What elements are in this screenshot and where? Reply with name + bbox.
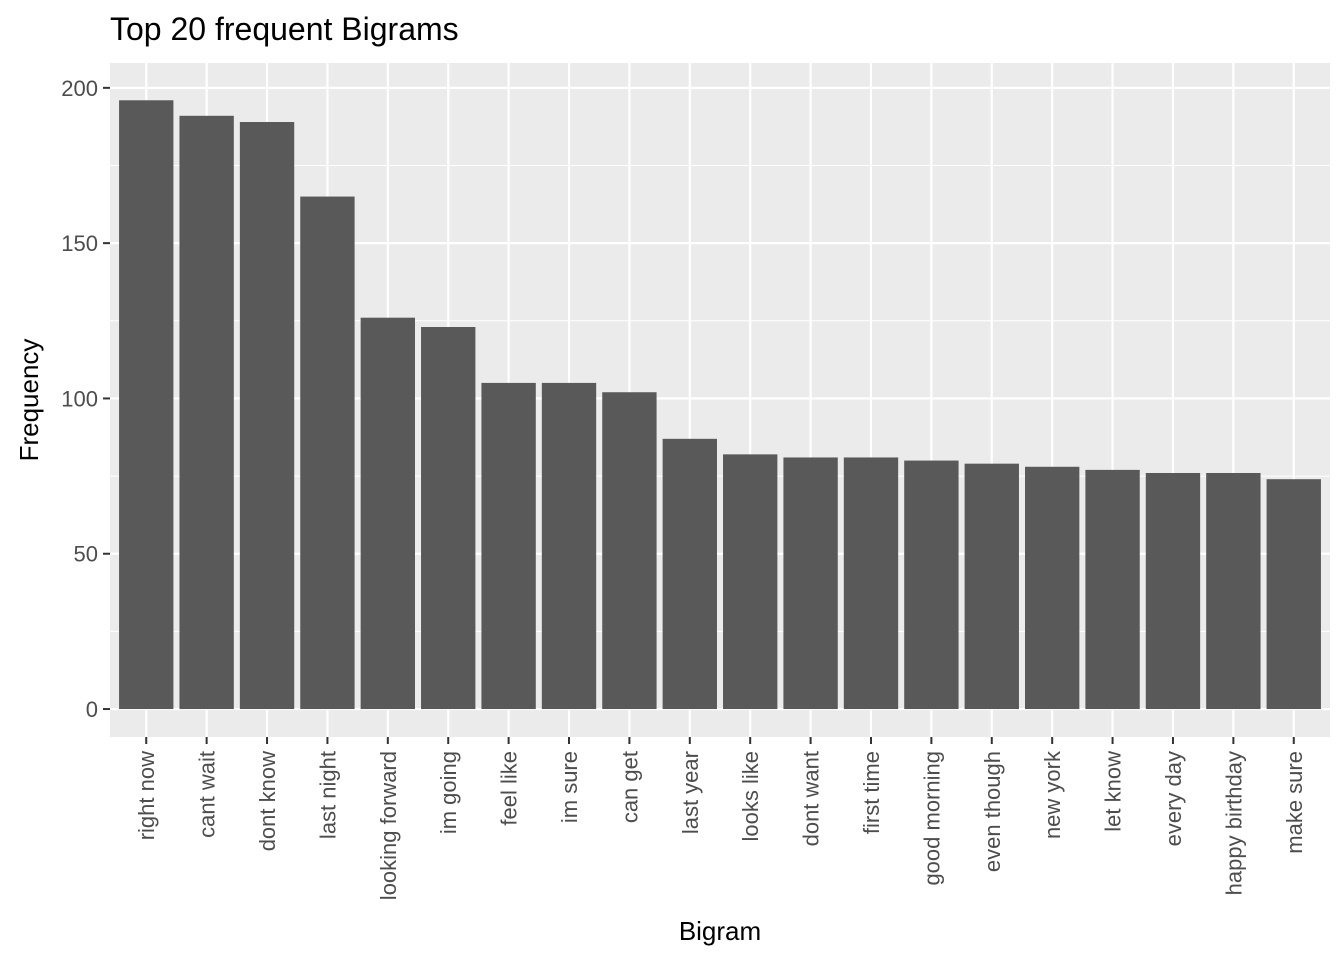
x-tick-label: looks like (738, 751, 763, 841)
x-tick-label: happy birthday (1221, 751, 1246, 895)
bars (119, 100, 1321, 710)
y-tick-label: 0 (86, 697, 98, 722)
y-axis: 0 50 100 150 200 (61, 76, 110, 722)
x-tick-label: im sure (557, 751, 582, 823)
bar-first-time (843, 457, 899, 710)
bar-last-year (662, 438, 717, 710)
bar-every-day (1145, 472, 1201, 710)
y-tick-label: 200 (61, 76, 98, 101)
bar-dont-want (783, 457, 838, 710)
x-tick-label: dont want (799, 751, 824, 846)
x-tick-label: even though (980, 751, 1005, 872)
bar-looks-like (723, 454, 778, 710)
x-tick-label: feel like (497, 751, 522, 826)
y-tick-label: 100 (61, 386, 98, 411)
bar-make-sure (1266, 479, 1321, 710)
bar-last-night (300, 196, 355, 710)
x-tick-label: first time (859, 751, 884, 834)
bar-good-morning (904, 460, 959, 710)
x-tick-label: let know (1101, 751, 1126, 832)
x-tick-label: dont know (255, 751, 280, 851)
bar-looking-forward (360, 317, 415, 710)
x-tick-label: new york (1040, 750, 1065, 839)
bar-can-get (602, 392, 657, 710)
x-tick-label: every day (1161, 751, 1186, 846)
y-tick-label: 50 (74, 542, 98, 567)
x-tick-label: last year (678, 751, 703, 834)
x-tick-label: right now (134, 751, 159, 840)
chart-title: Top 20 frequent Bigrams (110, 11, 459, 47)
bar-even-though (964, 463, 1019, 710)
bar-cant-wait (179, 115, 234, 710)
bar-new-york (1025, 466, 1080, 710)
x-tick-label: good morning (919, 751, 944, 886)
bar-dont-know (239, 122, 295, 710)
x-tick-label: can get (617, 751, 642, 823)
bar-happy-birthday (1206, 472, 1261, 710)
bar-im-going (421, 327, 476, 710)
x-tick-label: last night (315, 751, 340, 839)
y-tick-label: 150 (61, 231, 98, 256)
x-axis-title: Bigram (679, 916, 761, 946)
bar-feel-like (481, 382, 536, 710)
x-tick-label: make sure (1282, 751, 1307, 854)
x-tick-label: cant wait (195, 751, 220, 838)
x-tick-label: im going (436, 751, 461, 834)
bar-im-sure (541, 382, 597, 710)
x-axis: right now cant wait dont know last night loo… (134, 737, 1307, 900)
bar-right-now (119, 100, 174, 710)
y-axis-title: Frequency (14, 339, 44, 462)
x-tick-label: looking forward (376, 751, 401, 900)
bar-let-know (1085, 469, 1140, 710)
